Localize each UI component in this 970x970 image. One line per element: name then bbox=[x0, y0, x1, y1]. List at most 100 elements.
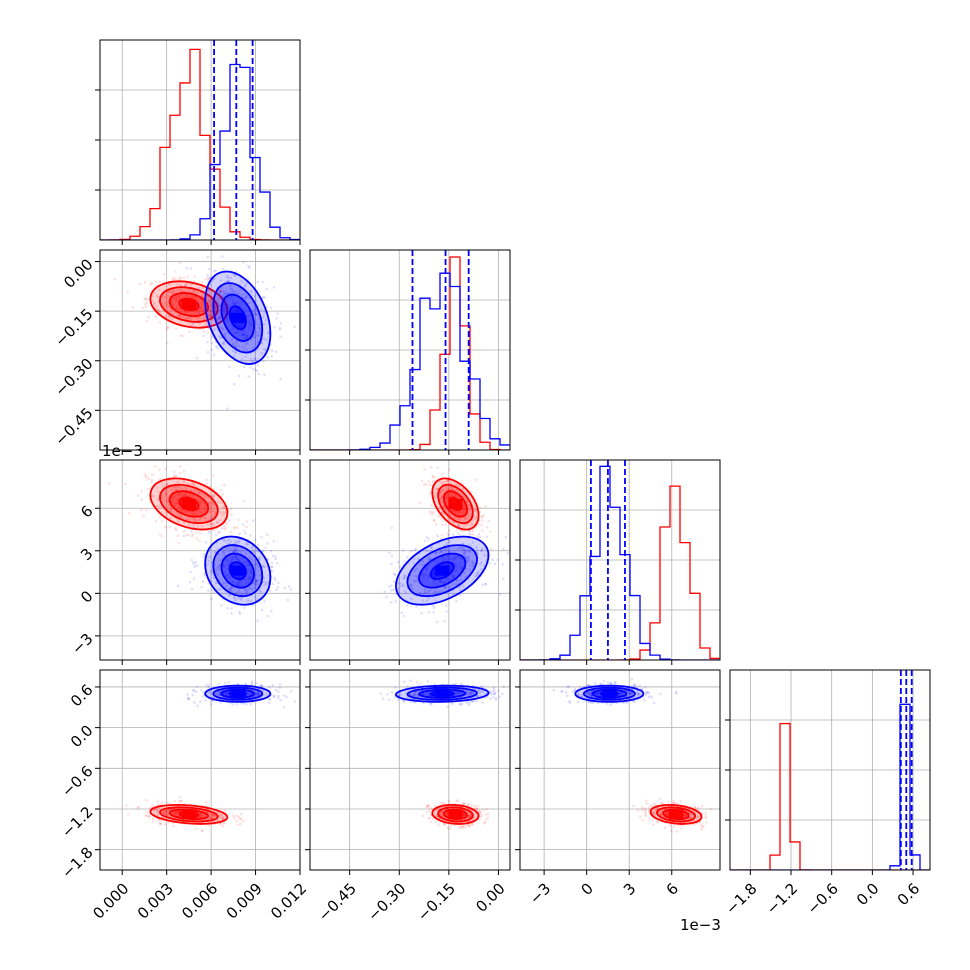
scatter-point bbox=[490, 547, 493, 551]
scatter-point bbox=[238, 532, 241, 535]
scatter-point bbox=[248, 575, 252, 579]
scatter-point bbox=[277, 581, 280, 585]
scatter-point bbox=[175, 305, 178, 309]
scatter-point bbox=[211, 816, 214, 820]
scatter-point bbox=[271, 554, 275, 558]
scatter-point bbox=[462, 812, 465, 816]
scatter-point bbox=[145, 814, 149, 817]
scatter-point bbox=[231, 580, 235, 584]
scatter-point bbox=[186, 482, 190, 486]
scatter-point bbox=[260, 308, 263, 311]
scatter-point bbox=[256, 619, 259, 622]
scatter-point bbox=[203, 573, 207, 577]
scatter-point bbox=[200, 585, 203, 589]
scatter-point bbox=[211, 699, 214, 702]
scatter-point bbox=[231, 299, 235, 303]
scatter-point bbox=[229, 530, 233, 534]
scatter-point bbox=[225, 317, 229, 321]
scatter-point bbox=[410, 583, 414, 587]
scatter-point bbox=[167, 315, 171, 318]
scatter-point bbox=[217, 811, 220, 815]
scatter-point bbox=[446, 812, 449, 815]
scatter-point bbox=[653, 813, 656, 816]
scatter-point bbox=[415, 579, 419, 582]
scatter-point bbox=[385, 595, 388, 599]
scatter-point bbox=[428, 589, 432, 592]
scatter-point bbox=[156, 810, 160, 813]
scatter-point bbox=[467, 814, 471, 818]
scatter-point bbox=[488, 530, 492, 533]
scatter-point bbox=[243, 303, 247, 307]
scatter-point bbox=[263, 373, 266, 377]
scatter-point bbox=[239, 333, 242, 337]
scatter-point bbox=[183, 289, 186, 293]
scatter-point bbox=[206, 277, 210, 281]
scatter-point bbox=[455, 484, 458, 487]
scatter-point bbox=[227, 560, 231, 564]
density-peak-blue bbox=[230, 688, 245, 699]
scatter-point bbox=[415, 575, 419, 578]
scatter-point bbox=[192, 526, 196, 530]
panel-p3-p3 bbox=[515, 459, 721, 665]
scatter-point bbox=[256, 543, 260, 547]
scatter-point bbox=[260, 535, 263, 539]
scatter-point bbox=[450, 557, 453, 561]
scatter-point bbox=[188, 524, 191, 527]
scatter-point bbox=[227, 538, 231, 542]
scatter-point bbox=[255, 681, 258, 685]
scatter-point bbox=[196, 704, 199, 708]
scatter-point bbox=[224, 332, 227, 335]
scatter-point bbox=[457, 511, 461, 515]
scatter-point bbox=[390, 584, 393, 587]
scatter-point bbox=[252, 559, 256, 563]
scatter-point bbox=[161, 811, 164, 814]
scatter-point bbox=[187, 321, 190, 325]
scatter-point bbox=[409, 584, 412, 587]
scatter-point bbox=[234, 548, 238, 552]
scatter-point bbox=[212, 269, 216, 273]
scatter-point bbox=[222, 581, 226, 584]
scatter-point bbox=[439, 811, 443, 814]
scatter-point bbox=[165, 341, 169, 345]
scatter-point bbox=[174, 485, 178, 489]
scatter-point bbox=[483, 820, 487, 824]
scatter-point bbox=[207, 530, 211, 534]
scatter-point bbox=[427, 804, 430, 808]
scatter-point bbox=[165, 303, 168, 306]
scatter-point bbox=[237, 344, 241, 347]
scatter-point bbox=[671, 801, 675, 805]
scatter-point bbox=[147, 815, 151, 819]
scatter-point bbox=[174, 327, 178, 331]
scatter-point bbox=[693, 805, 696, 809]
scatter-point bbox=[492, 689, 495, 693]
scatter-point bbox=[425, 549, 429, 553]
scatter-point bbox=[469, 691, 473, 695]
scatter-point bbox=[220, 604, 223, 607]
scatter-point bbox=[209, 310, 212, 314]
scatter-point bbox=[498, 695, 501, 698]
scatter-point bbox=[231, 337, 234, 340]
scatter-point bbox=[225, 307, 228, 311]
scatter-point bbox=[242, 333, 245, 336]
scatter-point bbox=[224, 511, 227, 515]
scatter-point bbox=[214, 269, 217, 272]
scatter-point bbox=[445, 493, 449, 496]
scatter-point bbox=[448, 488, 451, 491]
scatter-point bbox=[587, 684, 591, 687]
panel-content bbox=[100, 250, 300, 450]
scatter-point bbox=[293, 325, 296, 329]
scatter-point bbox=[399, 584, 402, 588]
scatter-point bbox=[423, 588, 427, 591]
scatter-point bbox=[431, 475, 435, 479]
scatter-point bbox=[627, 690, 630, 694]
scatter-point bbox=[459, 578, 463, 582]
scatter-point bbox=[429, 466, 433, 469]
scatter-point bbox=[237, 541, 241, 544]
scatter-point bbox=[479, 535, 482, 539]
scatter-point bbox=[218, 814, 222, 818]
scatter-point bbox=[632, 804, 636, 808]
scatter-point bbox=[207, 288, 211, 291]
scatter-point bbox=[206, 562, 210, 566]
scatter-point bbox=[471, 533, 475, 536]
scatter-point bbox=[426, 680, 430, 683]
